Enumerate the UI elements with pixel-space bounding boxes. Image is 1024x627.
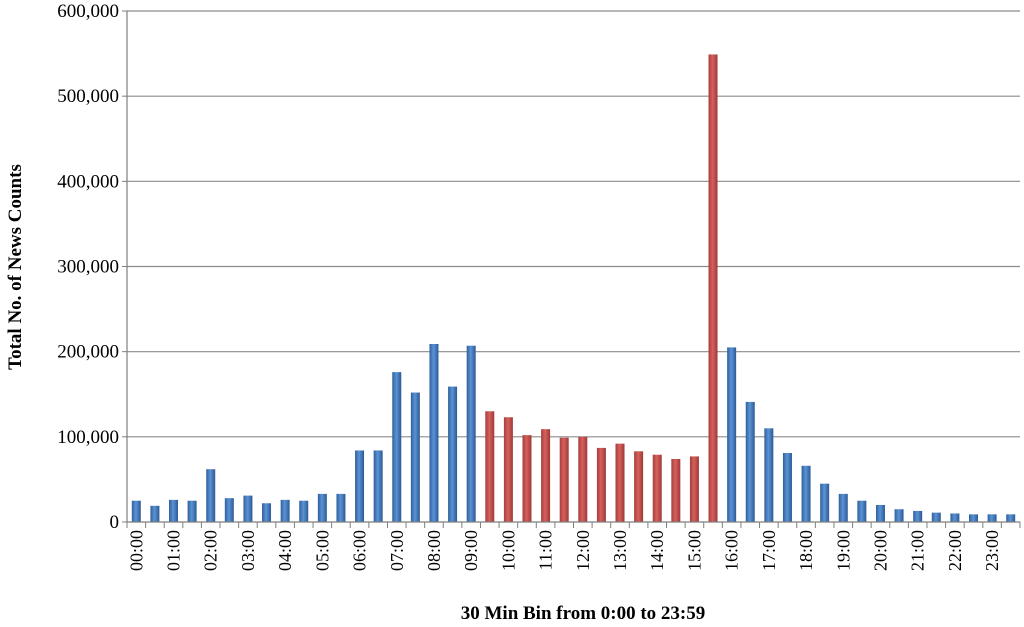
y-tick-label: 500,000 [57, 86, 119, 107]
bar-0530 [336, 493, 346, 522]
bar-1100 [541, 429, 551, 522]
x-tick-label: 16:00 [722, 530, 742, 571]
x-tick-label: 08:00 [424, 530, 444, 571]
bar-1630 [745, 401, 755, 522]
bar-1030 [522, 435, 532, 522]
bar-1230 [596, 447, 606, 522]
bar-0230 [224, 498, 234, 522]
bar-1200 [578, 436, 588, 522]
bar-0300 [243, 495, 253, 522]
bar-1330 [634, 451, 644, 522]
bar-2000 [875, 504, 885, 522]
bar-1530 [708, 54, 718, 522]
x-tick-label: 21:00 [908, 530, 928, 571]
y-tick-label: 400,000 [57, 171, 119, 192]
bar-0930 [485, 411, 495, 522]
bar-0430 [299, 500, 309, 522]
bar-1730 [782, 453, 792, 522]
bar-1600 [727, 347, 737, 522]
bar-2230 [968, 514, 978, 522]
bar-0200 [206, 469, 216, 522]
y-axis-ticks: 0 100,000 200,000 300,000 400,000 500,000 600,… [57, 1, 127, 533]
bar-2200 [950, 513, 960, 522]
bar-2130 [931, 512, 941, 522]
x-axis-title: 30 Min Bin from 0:00 to 23:59 [461, 603, 706, 624]
x-tick-label: 10:00 [498, 530, 518, 571]
x-tick-label: 19:00 [833, 530, 853, 571]
bar-0630 [373, 450, 383, 522]
x-tick-label: 09:00 [461, 530, 481, 571]
x-tick-label: 12:00 [573, 530, 593, 571]
bar-2100 [913, 510, 923, 522]
x-tick-label: 02:00 [201, 530, 221, 571]
gridlines [127, 10, 1020, 438]
y-tick-label: 0 [110, 512, 120, 533]
bar-2030 [894, 509, 904, 522]
bar-0000 [131, 500, 141, 522]
x-axis-ticks: 00:00 01:00 02:00 03:00 04:00 05:00 06:00 07:00… [126, 522, 1021, 571]
y-tick-label: 100,000 [57, 427, 119, 448]
x-tick-label: 14:00 [647, 530, 667, 571]
bar-2330 [1006, 514, 1016, 522]
bar-1430 [671, 458, 681, 522]
x-tick-label: 13:00 [610, 530, 630, 571]
x-tick-label: 22:00 [945, 530, 965, 571]
bar-0100 [169, 499, 179, 522]
x-tick-label: 11:00 [536, 530, 556, 570]
x-tick-label: 17:00 [759, 530, 779, 571]
bar-1900 [838, 493, 848, 522]
bar-1500 [689, 456, 699, 522]
y-tick-label: 600,000 [57, 1, 119, 22]
bar-0030 [150, 505, 160, 522]
x-tick-label: 23:00 [982, 530, 1002, 571]
bar-1800 [801, 465, 811, 522]
bar-0730 [410, 392, 420, 522]
x-tick-label: 03:00 [238, 530, 258, 571]
bar-1000 [503, 417, 513, 522]
bar-1700 [764, 428, 774, 522]
bar-0830 [448, 386, 458, 522]
y-tick-label: 300,000 [57, 257, 119, 278]
x-tick-label: 05:00 [312, 530, 332, 571]
bar-0900 [466, 345, 476, 522]
x-tick-label: 06:00 [350, 530, 370, 571]
x-tick-label: 04:00 [275, 530, 295, 571]
bar-0500 [317, 493, 327, 522]
bar-1130 [559, 437, 569, 522]
bar-0700 [392, 372, 402, 522]
bar-1300 [615, 443, 625, 522]
bar-2300 [987, 514, 997, 522]
x-tick-label: 15:00 [684, 530, 704, 571]
bar-1930 [857, 500, 867, 522]
bar-0800 [429, 344, 439, 522]
bar-0400 [280, 499, 290, 522]
bars [131, 54, 1016, 522]
bar-1830 [820, 483, 830, 522]
y-axis-title: Total No. of News Counts [5, 164, 26, 370]
bar-0600 [355, 450, 365, 522]
bar-0130 [187, 500, 197, 522]
x-tick-label: 00:00 [126, 530, 146, 571]
x-tick-label: 20:00 [870, 530, 890, 571]
bar-1400 [652, 454, 662, 522]
y-tick-label: 200,000 [57, 342, 119, 363]
x-tick-label: 01:00 [164, 530, 184, 571]
bar-0330 [262, 503, 272, 522]
x-tick-label: 07:00 [387, 530, 407, 571]
x-tick-label: 18:00 [796, 530, 816, 571]
